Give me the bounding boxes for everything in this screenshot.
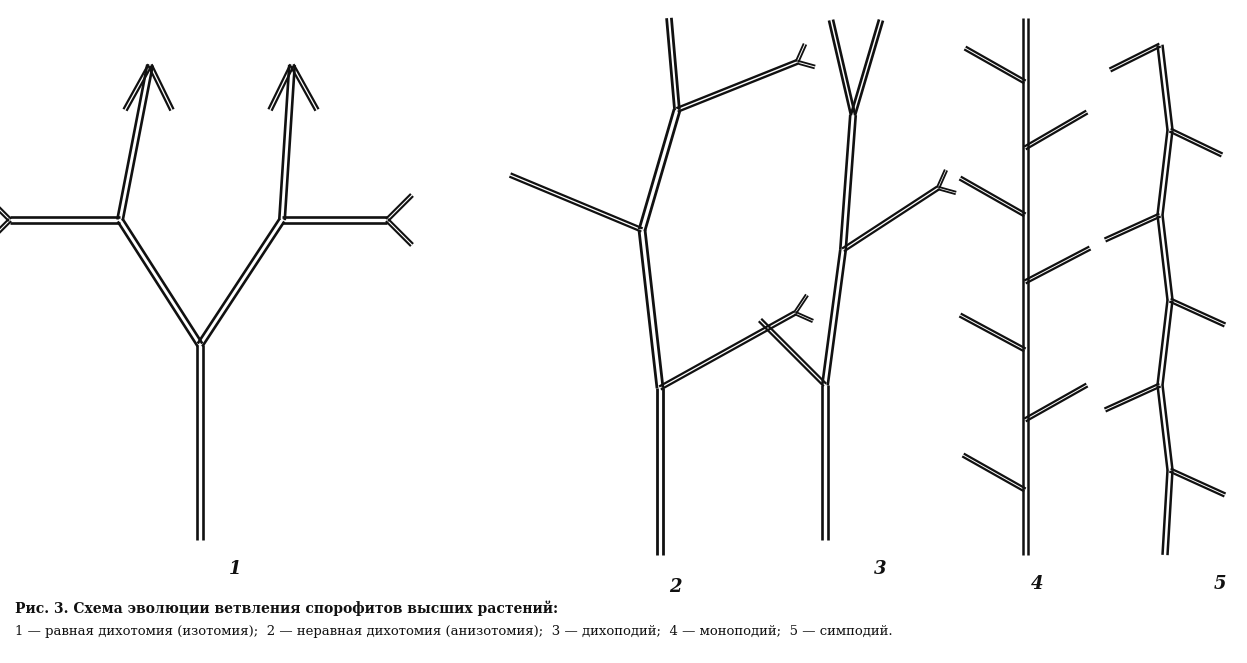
Text: 1 — равная дихотомия (изотомия);  2 — неравная дихотомия (анизотомия);  3 — дихо: 1 — равная дихотомия (изотомия); 2 — нер… [15,625,893,638]
Text: 5: 5 [1213,575,1226,593]
Text: 1: 1 [228,560,241,578]
Text: 3: 3 [874,560,887,578]
Text: Рис. 3. Схема эволюции ветвления спорофитов высших растений:: Рис. 3. Схема эволюции ветвления спорофи… [15,600,559,615]
Text: 2: 2 [668,578,681,596]
Text: 4: 4 [1031,575,1044,593]
